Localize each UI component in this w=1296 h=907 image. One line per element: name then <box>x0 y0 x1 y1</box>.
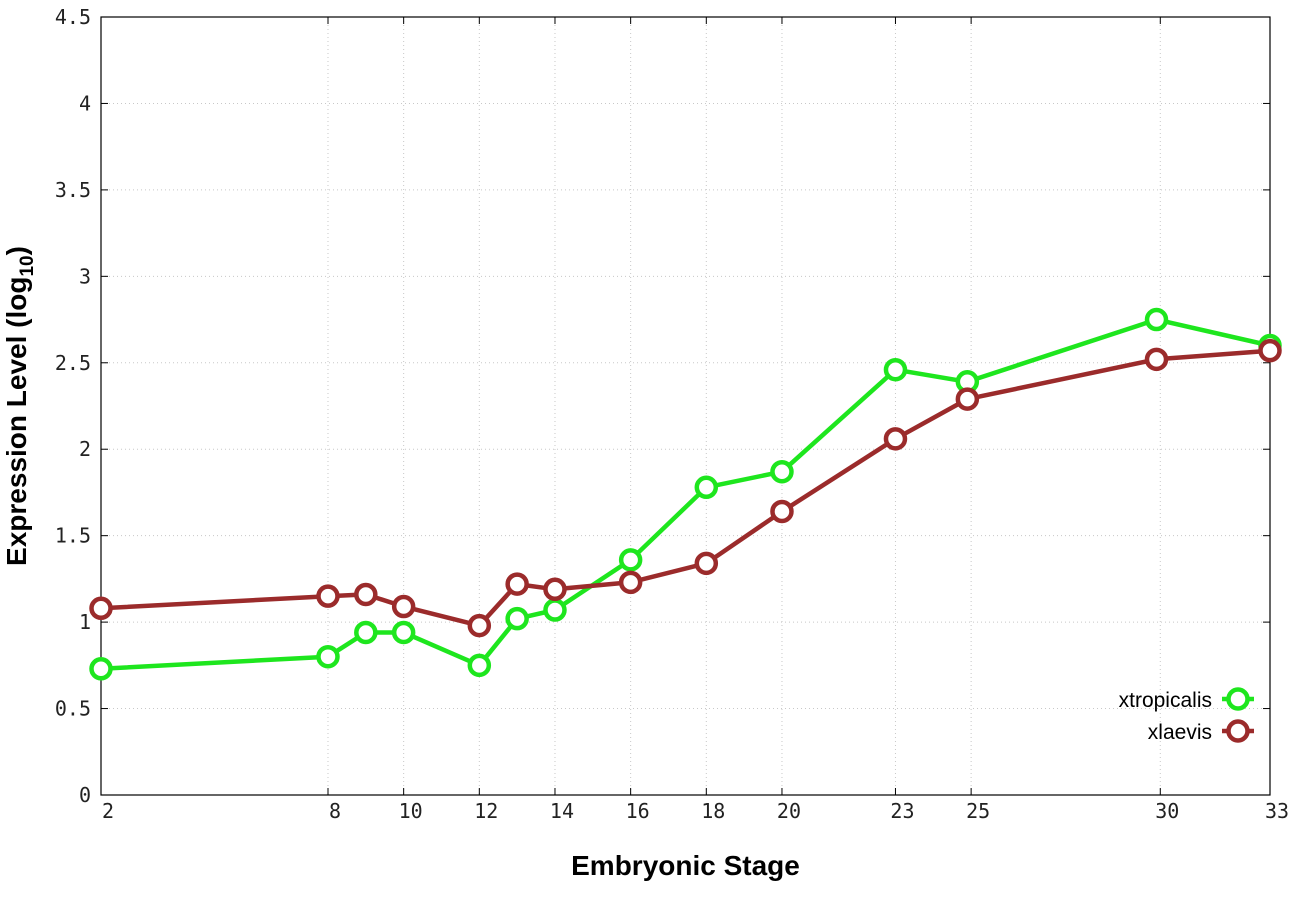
data-point <box>1144 347 1169 372</box>
y-tick-label: 2 <box>79 437 91 461</box>
x-tick-label: 8 <box>329 799 341 823</box>
legend-item-xlaevis: xlaevis <box>1148 719 1254 744</box>
series-group <box>89 307 1282 681</box>
data-point <box>955 387 980 411</box>
legend-label: xtropicalis <box>1119 689 1212 712</box>
x-tick-label: 30 <box>1155 799 1179 823</box>
data-point <box>543 577 567 602</box>
data-point <box>543 598 567 622</box>
y-tick-label: 1 <box>79 610 91 634</box>
x-tick-label: 10 <box>399 799 423 823</box>
data-point <box>316 644 340 669</box>
data-point <box>89 657 113 681</box>
x-tick-label: 23 <box>890 799 914 823</box>
y-tick-label: 4.5 <box>55 5 91 29</box>
series-line <box>100 348 1271 628</box>
legend-item-xtropicalis: xtropicalis <box>1119 687 1254 712</box>
x-tick-label: 12 <box>474 799 498 823</box>
data-point <box>89 596 113 621</box>
data-point <box>1144 307 1169 332</box>
y-axis-title-main: Expression Level (log <box>1 277 32 566</box>
series-xlaevis <box>89 338 1282 638</box>
data-point <box>354 582 378 607</box>
y-tick-label: 2.5 <box>55 351 91 375</box>
data-point <box>770 459 794 484</box>
data-point <box>1258 338 1282 363</box>
axis-ticks: 0 0.5 1 1.5 2 2.5 3 3.5 4 4.5 2 8 10 12 14 16 18 20 23 25 30… <box>55 5 1289 823</box>
legend: xtropicalis xlaevis <box>1119 687 1254 744</box>
data-point <box>505 606 529 631</box>
data-point <box>316 584 340 608</box>
x-tick-label: 33 <box>1265 799 1289 823</box>
series-xtropicalis <box>89 307 1282 681</box>
data-point <box>618 548 643 572</box>
x-tick-label: 20 <box>777 799 801 823</box>
data-point <box>467 613 492 638</box>
data-point <box>354 620 378 645</box>
grid <box>101 17 1270 795</box>
data-point <box>694 475 719 500</box>
legend-swatch-marker <box>1226 687 1250 711</box>
y-axis-title: Expression Level (log10) <box>1 246 38 566</box>
data-point <box>505 572 529 596</box>
data-point <box>770 499 794 524</box>
data-point <box>391 594 416 619</box>
y-tick-label: 0.5 <box>55 697 91 721</box>
x-tick-label: 25 <box>966 799 990 823</box>
legend-swatch-marker <box>1226 719 1250 743</box>
data-point <box>618 570 643 595</box>
x-axis-title: Embryonic Stage <box>571 850 800 881</box>
x-tick-label: 2 <box>102 799 114 823</box>
y-axis-title-close: ) <box>1 246 32 255</box>
y-tick-label: 0 <box>79 783 91 807</box>
x-tick-label: 18 <box>701 799 725 823</box>
data-point <box>694 551 719 576</box>
y-tick-label: 3.5 <box>55 178 91 202</box>
plot-frame <box>100 16 1271 796</box>
data-point <box>467 653 492 678</box>
legend-label: xlaevis <box>1148 721 1212 744</box>
x-tick-label: 14 <box>550 799 574 823</box>
y-tick-label: 4 <box>79 91 91 115</box>
data-point <box>883 357 908 382</box>
data-point <box>883 427 908 451</box>
y-tick-label: 1.5 <box>55 524 91 548</box>
y-tick-label: 3 <box>79 264 91 288</box>
y-axis-title-subscript: 10 <box>17 255 38 276</box>
data-point <box>391 620 416 645</box>
x-tick-label: 16 <box>626 799 650 823</box>
